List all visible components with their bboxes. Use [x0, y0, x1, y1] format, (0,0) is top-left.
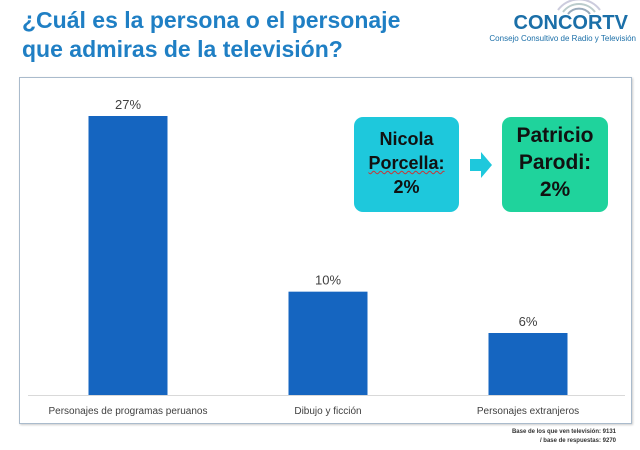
data-label: 6% — [519, 314, 538, 329]
bar — [288, 291, 368, 395]
bar — [88, 116, 168, 395]
chart-frame — [19, 77, 632, 424]
callout-value: 2% — [539, 178, 571, 201]
signal-icon — [557, 0, 601, 15]
note-line: Base de los que ven televisión: 9131 — [511, 429, 616, 435]
callout-nicola-porcella: Nicola Porcella: 2% — [354, 117, 459, 212]
logo-name: CONCORTV — [513, 12, 628, 34]
callout-value: 2% — [393, 177, 420, 197]
page-title: ¿Cuál es la persona o el personaje que ad… — [22, 6, 400, 64]
note-line: / base de respuestas: 9270 — [539, 438, 616, 444]
callout-line: Porcella: — [368, 153, 445, 173]
data-label: 10% — [315, 273, 341, 288]
logo-subtitle: Consejo Consultivo de Radio y Televisión — [489, 34, 636, 43]
title-line: ¿Cuál es la persona o el personaje — [22, 7, 401, 33]
category-label: Personajes extranjeros — [477, 406, 579, 417]
callout-line: Patricio — [516, 124, 594, 147]
callout-patricio-parodi: Patricio Parodi: 2% — [502, 117, 608, 212]
arrow-right-icon — [470, 152, 492, 178]
callout-line: Nicola — [379, 129, 434, 149]
title-line: que admiras de la televisión? — [22, 36, 343, 62]
data-label: 27% — [115, 97, 141, 112]
category-label: Personajes de programas peruanos — [49, 406, 208, 417]
concortv-logo: CONCORTV Consejo Consultivo de Radio y T… — [466, 0, 638, 48]
category-label: Dibujo y ficción — [294, 406, 361, 417]
callout-line: Parodi: — [518, 151, 592, 174]
base-note: Base de los que ven televisión: 9131 / ba… — [512, 428, 616, 446]
bar — [488, 333, 568, 395]
